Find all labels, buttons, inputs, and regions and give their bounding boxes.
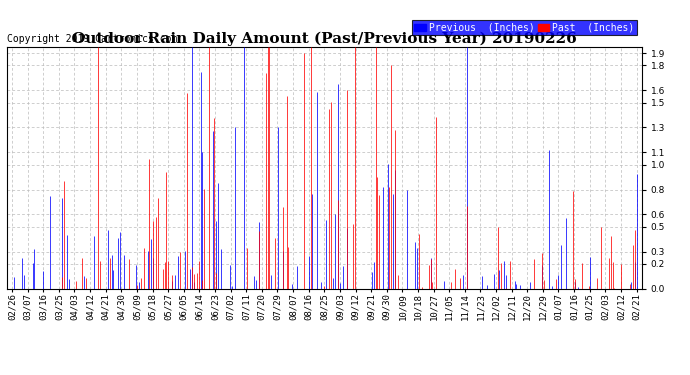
Legend: Previous  (Inches), Past  (Inches): Previous (Inches), Past (Inches) xyxy=(412,20,637,35)
Title: Outdoor Rain Daily Amount (Past/Previous Year) 20190226: Outdoor Rain Daily Amount (Past/Previous… xyxy=(72,32,577,46)
Text: Copyright 2019 Cartronics.com: Copyright 2019 Cartronics.com xyxy=(7,34,177,45)
